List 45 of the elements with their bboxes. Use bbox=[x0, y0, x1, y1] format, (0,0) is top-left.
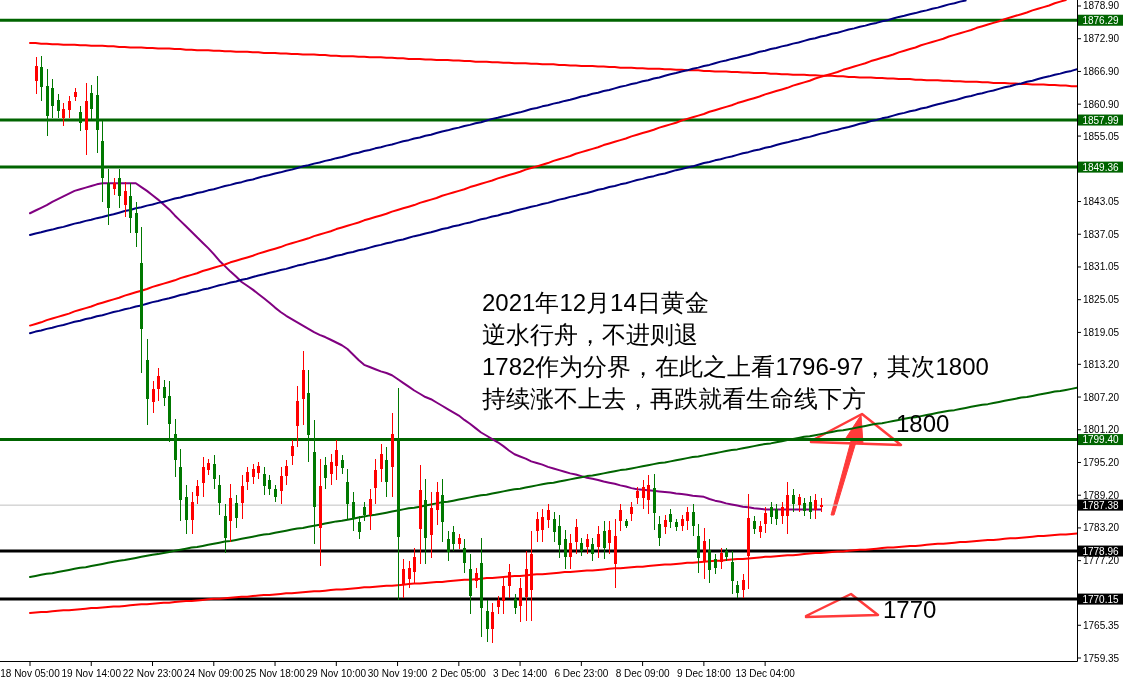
y-tick-label: 1783.20 bbox=[1083, 522, 1120, 534]
x-tick-label: 8 Dec 09:00 bbox=[615, 667, 670, 679]
x-tick-label: 29 Nov 10:00 bbox=[306, 667, 367, 679]
annotation: 逆水行舟，不进则退 bbox=[482, 320, 698, 348]
ref-line-label: 1799.40 bbox=[1082, 434, 1120, 446]
ref-line-label: 1778.96 bbox=[1082, 545, 1120, 557]
y-tick-label: 1765.35 bbox=[1083, 619, 1120, 631]
x-tick-label: 9 Dec 18:00 bbox=[676, 667, 732, 679]
y-tick-label: 1759.35 bbox=[1083, 652, 1120, 664]
x-tick-label: 2 Dec 05:00 bbox=[431, 667, 487, 679]
annotation: 2021年12月14日黄金 bbox=[482, 288, 709, 316]
y-tick-label: 1855.05 bbox=[1083, 130, 1120, 142]
annotation: 1770 bbox=[883, 595, 937, 623]
x-tick-label: 19 Nov 14:00 bbox=[61, 667, 122, 679]
y-tick-label: 1819.05 bbox=[1083, 326, 1120, 338]
ref-line-label: 1849.36 bbox=[1082, 161, 1120, 173]
ref-line-label: 1876.29 bbox=[1082, 14, 1120, 26]
x-tick-label: 18 Nov 05:00 bbox=[0, 667, 61, 679]
y-tick-label: 1813.20 bbox=[1083, 358, 1120, 370]
y-tick-label: 1837.05 bbox=[1083, 228, 1120, 240]
y-tick-label: 1866.90 bbox=[1083, 65, 1120, 77]
annotation: 1800 bbox=[896, 409, 950, 437]
y-tick-label: 1795.20 bbox=[1083, 456, 1120, 468]
y-tick-label: 1801.20 bbox=[1083, 424, 1120, 436]
y-tick-label: 1777.20 bbox=[1083, 555, 1120, 567]
y-tick-label: 1825.05 bbox=[1083, 294, 1120, 306]
ref-line-label: 1857.99 bbox=[1082, 114, 1120, 126]
x-tick-label: 3 Dec 14:00 bbox=[493, 667, 548, 679]
x-tick-label: 30 Nov 19:00 bbox=[367, 667, 428, 679]
x-tick-label: 24 Nov 09:00 bbox=[184, 667, 244, 679]
x-tick-label: 6 Dec 23:00 bbox=[554, 667, 609, 679]
annotation: 持续涨不上去，再跌就看生命线下方 bbox=[482, 384, 866, 412]
y-tick-label: 1789.20 bbox=[1083, 489, 1120, 501]
y-tick-label: 1860.90 bbox=[1083, 98, 1120, 110]
y-tick-label: 1872.90 bbox=[1083, 33, 1120, 45]
x-tick-label: 22 Nov 23:00 bbox=[122, 667, 183, 679]
y-tick-label: 1843.05 bbox=[1083, 196, 1120, 208]
annotation: 1782作为分界，在此之上看1796-97，其次1800 bbox=[482, 352, 989, 380]
x-tick-label: 13 Dec 04:00 bbox=[735, 667, 796, 679]
y-tick-label: 1831.05 bbox=[1083, 261, 1120, 273]
ref-line-label: 1770.15 bbox=[1082, 593, 1120, 605]
y-tick-label: 1807.20 bbox=[1083, 391, 1120, 403]
y-tick-label: 1878.90 bbox=[1083, 0, 1120, 12]
ref-line-label: 1787.38 bbox=[1082, 499, 1120, 511]
x-tick-label: 25 Nov 18:00 bbox=[245, 667, 306, 679]
